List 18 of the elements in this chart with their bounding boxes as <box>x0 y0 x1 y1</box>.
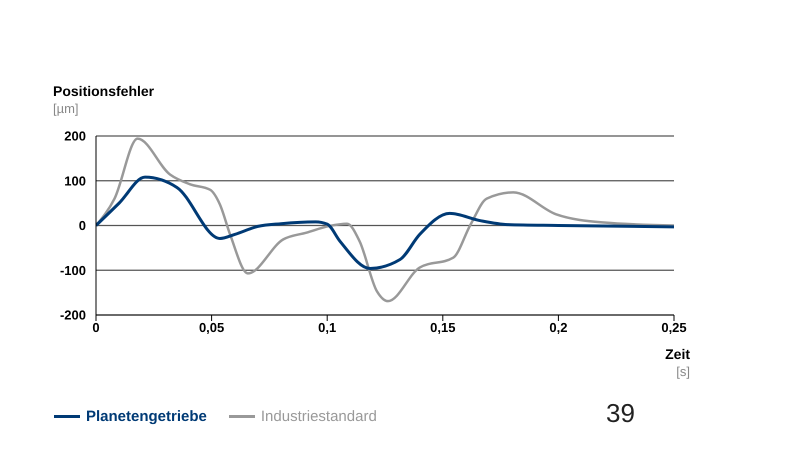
line-series <box>96 176 674 270</box>
x-tick-label: 0,25 <box>661 320 687 336</box>
y-tick-label: 200 <box>64 128 86 144</box>
legend-label: Planetengetriebe <box>86 408 207 425</box>
x-tick-label: 0 <box>92 320 100 336</box>
y-axis-title: Positionsfehler [µm] <box>53 83 154 117</box>
x-tick-label: 0,1 <box>318 320 336 336</box>
x-tick-label: 0,2 <box>549 320 568 336</box>
line-series <box>96 137 674 302</box>
text: 39 <box>606 398 635 429</box>
x-tick-label: 0,15 <box>430 320 456 336</box>
y-tick-label: -200 <box>60 308 86 323</box>
y-tick-label: 100 <box>64 173 86 188</box>
x-tick-label: 0,05 <box>198 320 224 336</box>
legend-label: Industriestandard <box>260 408 377 425</box>
y-tick-label: -100 <box>60 262 86 278</box>
x-axis-title: Zeit [s] <box>665 346 690 380</box>
y-tick-label: 0 <box>78 218 86 234</box>
